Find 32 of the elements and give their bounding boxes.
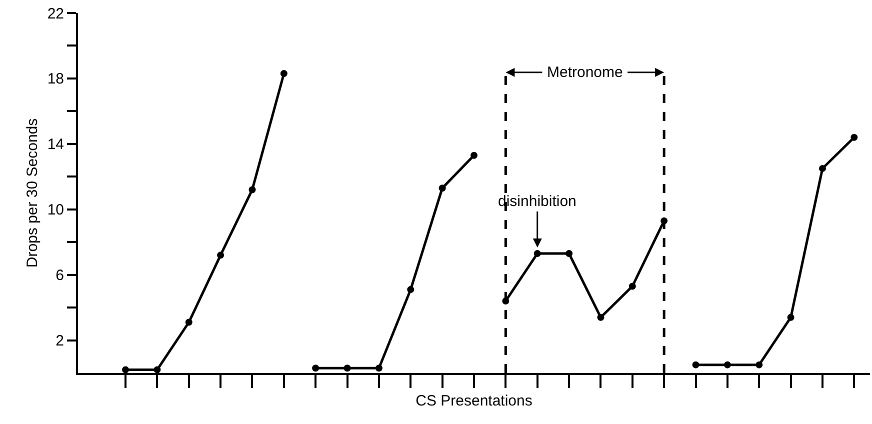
point — [692, 361, 700, 368]
annotation: disinhibition — [498, 193, 576, 210]
y-tick-label: 14 — [47, 136, 64, 154]
point — [724, 361, 731, 368]
point — [217, 252, 224, 259]
x-axis-title: CS Presentations — [416, 392, 532, 410]
y-tick-label: 22 — [47, 5, 64, 22]
point — [818, 164, 826, 172]
point — [787, 314, 794, 321]
y-axis-title: Drops per 30 Seconds — [24, 118, 42, 268]
y-tick-label: 10 — [47, 202, 64, 219]
point — [756, 361, 763, 368]
point — [280, 70, 288, 78]
annotation: Metronome — [547, 64, 623, 81]
point — [154, 366, 161, 374]
point — [122, 366, 130, 374]
point — [185, 318, 192, 326]
y-tick-label: 2 — [56, 332, 64, 350]
point — [534, 250, 541, 258]
point — [438, 184, 446, 192]
point — [850, 134, 858, 141]
point — [407, 286, 414, 294]
point — [344, 364, 351, 372]
point — [470, 152, 478, 159]
point — [597, 314, 604, 321]
point — [375, 364, 382, 372]
y-tick-label: 6 — [56, 267, 64, 284]
y-tick-label: 18 — [47, 70, 64, 88]
point — [628, 282, 636, 290]
point — [566, 250, 573, 258]
point — [248, 186, 256, 194]
point — [312, 364, 320, 372]
